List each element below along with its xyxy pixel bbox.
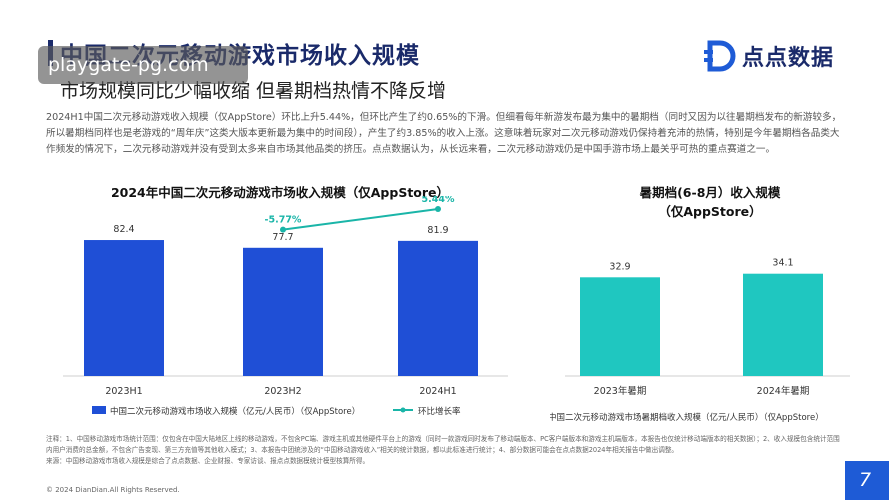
right-chart-title: 暑期档(6-8月）收入规模 （仅AppStore） — [560, 182, 860, 220]
growth-connector — [659, 275, 744, 280]
left-chart-title: 2024年中国二次元移动游戏市场收入规模（仅AppStore） — [110, 185, 450, 200]
bar-value-label-2023H2: 77.7 — [272, 232, 293, 243]
x-tick-label-2024年暑期: 2024年暑期 — [757, 385, 810, 397]
bar-2023H2 — [243, 247, 323, 376]
growth-annotation: 3.85% — [687, 275, 716, 285]
description-paragraph: 2024H1中国二次元移动游戏收入规模（仅AppStore）环比上升5.44%，… — [46, 112, 842, 155]
page-number: 7 — [845, 461, 889, 500]
growth-label-2023H2: -5.77% — [265, 215, 302, 226]
legend-swatch-bar — [92, 406, 106, 414]
x-tick-label-2023H2: 2023H2 — [264, 386, 301, 397]
left-bar-line-chart: 82.4 2023H1 77.7 2023H2 81.9 2024H1 -5.77% 5.44… — [63, 196, 508, 417]
growth-label-2024H1: 5.44% — [422, 196, 455, 205]
right-chart-title-line1: 暑期档(6-8月）收入规模 — [639, 185, 781, 200]
logo-text: 点点数据 — [742, 46, 835, 71]
footnote-notes: 注释：1、中国移动游戏市场统计范围：仅包含在中国大陆地区上线的移动游戏，不包含P… — [46, 435, 840, 454]
page-subtitle: 市场规模同比少幅收缩 但暑期档热情不降反增 — [60, 80, 447, 102]
bar-2024年暑期 — [743, 273, 823, 376]
growth-point-2024H1 — [435, 206, 441, 213]
copyright: © 2024 DianDian.All Rights Reserved. — [46, 486, 180, 494]
bar-2023年暑期 — [580, 277, 660, 376]
diandian-logo-icon — [704, 40, 736, 72]
bar-value-label-2023年暑期: 32.9 — [609, 261, 630, 272]
legend-label-bar: 中国二次元移动游戏市场暑期档收入规模（亿元/人民币）（仅AppStore） — [550, 412, 824, 423]
bar-2024H1 — [398, 240, 478, 376]
x-tick-label-2023H1: 2023H1 — [105, 386, 142, 397]
bar-value-label-2024H1: 81.9 — [427, 225, 448, 236]
footnote: 注释：1、中国移动游戏市场统计范围：仅包含在中国大陆地区上线的移动游戏，不包含P… — [46, 434, 846, 467]
growth-point-2023H2 — [280, 226, 286, 233]
bar-value-label-2023H1: 82.4 — [113, 224, 134, 235]
right-chart-title-line2: （仅AppStore） — [658, 204, 762, 219]
x-tick-label-2023年暑期: 2023年暑期 — [594, 385, 647, 397]
right-bar-chart: 32.9 2023年暑期 34.1 2024年暑期 3.85% 中国二次元移动游戏市场暑期… — [550, 258, 850, 423]
watermark-overlay: playgate-pg.com — [38, 46, 248, 84]
legend-label-line: 环比增长率 — [418, 406, 461, 417]
bar-2023H1 — [84, 240, 164, 376]
x-tick-label-2024H1: 2024H1 — [419, 386, 456, 397]
diandian-logo: 点点数据 — [704, 38, 854, 74]
legend-label-bar: 中国二次元移动游戏市场收入规模（亿元/人民币）（仅AppStore） — [110, 406, 360, 417]
growth-rate-line — [282, 208, 439, 231]
footnote-source: 来源：中国移动游戏市场收入规模是综合了点点数据、企业财报、专家访谈、报点点数据模… — [46, 457, 370, 465]
legend-swatch-line-dot — [400, 407, 406, 413]
bar-value-label-2024年暑期: 34.1 — [772, 258, 793, 269]
